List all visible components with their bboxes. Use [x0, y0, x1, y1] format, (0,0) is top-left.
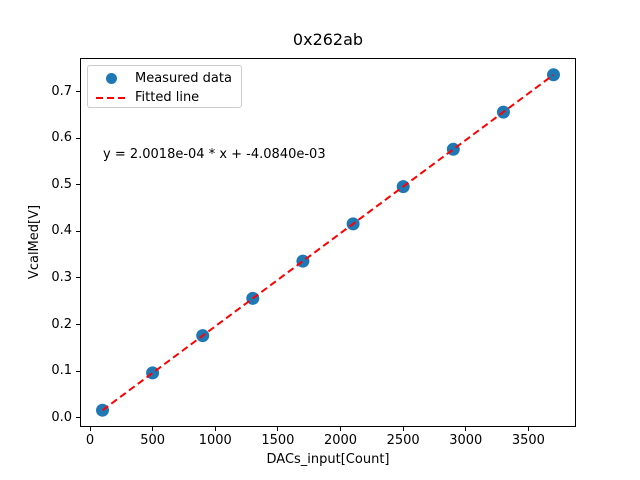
plot-canvas [96, 68, 560, 417]
fit-equation-annotation: y = 2.0018e-04 * x + -4.0840e-03 [103, 147, 326, 162]
dashed-line-icon [96, 96, 126, 99]
scatter-marker-icon [105, 73, 117, 84]
y-tick-mark [76, 230, 80, 232]
legend: Measured data Fitted line [87, 65, 242, 108]
x-tick-mark [340, 427, 342, 431]
x-tick-label: 1500 [261, 433, 295, 448]
y-tick-mark [76, 324, 80, 326]
legend-label-measured-data: Measured data [135, 70, 232, 86]
x-axis-label: DACs_input[Count] [266, 452, 390, 467]
x-tick-label: 2000 [323, 433, 358, 448]
y-tick-mark [76, 370, 80, 372]
y-tick-mark [76, 137, 80, 139]
chart-title: 0x262ab [292, 30, 364, 49]
y-tick-label: 0.3 [51, 269, 72, 285]
y-tick-label: 0.5 [51, 176, 72, 192]
x-tick-label: 1000 [198, 433, 232, 448]
legend-label-fitted-line: Fitted line [135, 89, 200, 105]
x-tick-label: 500 [140, 433, 166, 448]
x-tick-label: 2500 [386, 433, 420, 448]
x-tick-mark [152, 427, 154, 431]
x-tick-mark [214, 427, 216, 431]
y-tick-mark [76, 417, 80, 419]
y-tick-mark [76, 91, 80, 93]
y-tick-label: 0.2 [51, 316, 72, 332]
legend-item-measured-data: Measured data [95, 69, 241, 88]
x-tick-label: 3000 [449, 433, 483, 448]
y-axis-label: VcalMed[V] [27, 204, 42, 280]
y-tick-label: 0.0 [51, 409, 72, 425]
x-tick-mark [402, 427, 404, 431]
y-tick-label: 0.4 [51, 223, 72, 239]
fitted-line [101, 73, 555, 412]
x-tick-label: 0 [85, 433, 95, 448]
x-tick-mark [527, 427, 529, 431]
y-tick-mark [76, 184, 80, 186]
x-tick-mark [89, 427, 91, 431]
x-tick-mark [277, 427, 279, 431]
y-tick-label: 0.6 [51, 130, 72, 146]
y-tick-label: 0.1 [51, 363, 72, 379]
y-tick-label: 0.7 [51, 83, 72, 99]
data-point [547, 68, 560, 82]
x-tick-mark [465, 427, 467, 431]
legend-item-fitted-line: Fitted line [95, 88, 241, 107]
x-tick-label: 3500 [511, 433, 545, 448]
y-tick-mark [76, 277, 80, 279]
